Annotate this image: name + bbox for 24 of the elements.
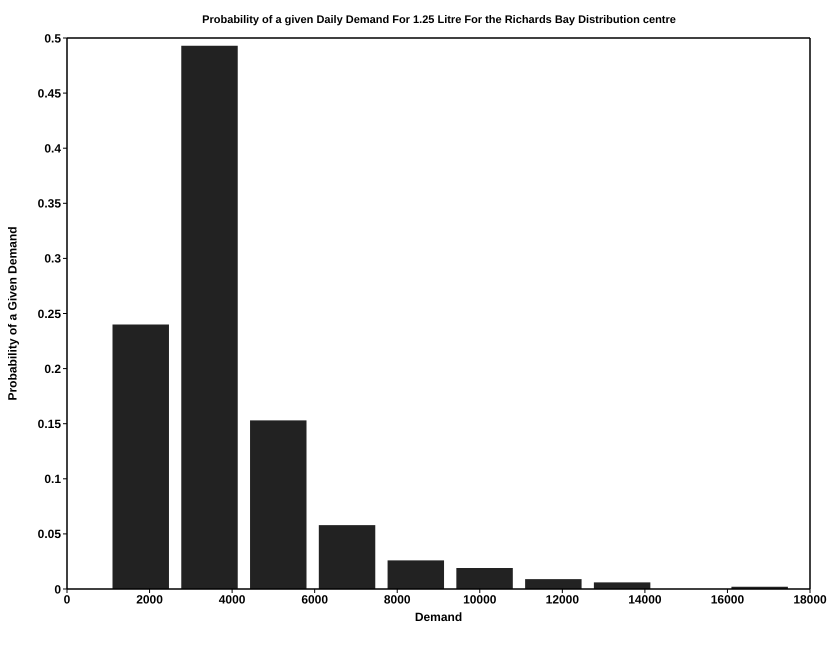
y-tick-label: 0.3 — [44, 252, 62, 266]
y-tick-label: 0.15 — [38, 416, 62, 431]
x-tick-label: 12000 — [546, 592, 580, 607]
y-tick-label: 0.4 — [44, 141, 62, 156]
x-tick-label: 0 — [64, 592, 71, 607]
x-axis-title: Demand — [414, 610, 462, 624]
x-tick-label: 4000 — [218, 592, 246, 607]
y-tick-label: 0.5 — [44, 31, 62, 46]
x-tick-label: 2000 — [136, 592, 164, 607]
y-axis-title: Probability of a Given Demand — [5, 226, 20, 401]
y-tick-label: 0.25 — [38, 306, 62, 321]
x-tick-label: 14000 — [628, 592, 662, 607]
x-tick-label: 10000 — [463, 592, 497, 607]
y-tick-label: 0.05 — [38, 527, 62, 542]
x-tick-label: 8000 — [384, 592, 411, 607]
y-tick-label: 0.1 — [44, 472, 62, 486]
chart-title: Probability of a given Daily Demand For 1.25 Litre For the Richards Bay Distribution centre — [201, 14, 677, 26]
y-tick-label: 0.45 — [38, 86, 62, 100]
x-tick-label: 18000 — [793, 592, 827, 607]
x-tick-label: 6000 — [301, 592, 328, 607]
y-tick-label: 0.35 — [38, 196, 62, 211]
y-tick-label: 0.2 — [44, 362, 62, 376]
y-tick-label: 0 — [54, 582, 62, 596]
x-tick-label: 16000 — [710, 592, 744, 607]
